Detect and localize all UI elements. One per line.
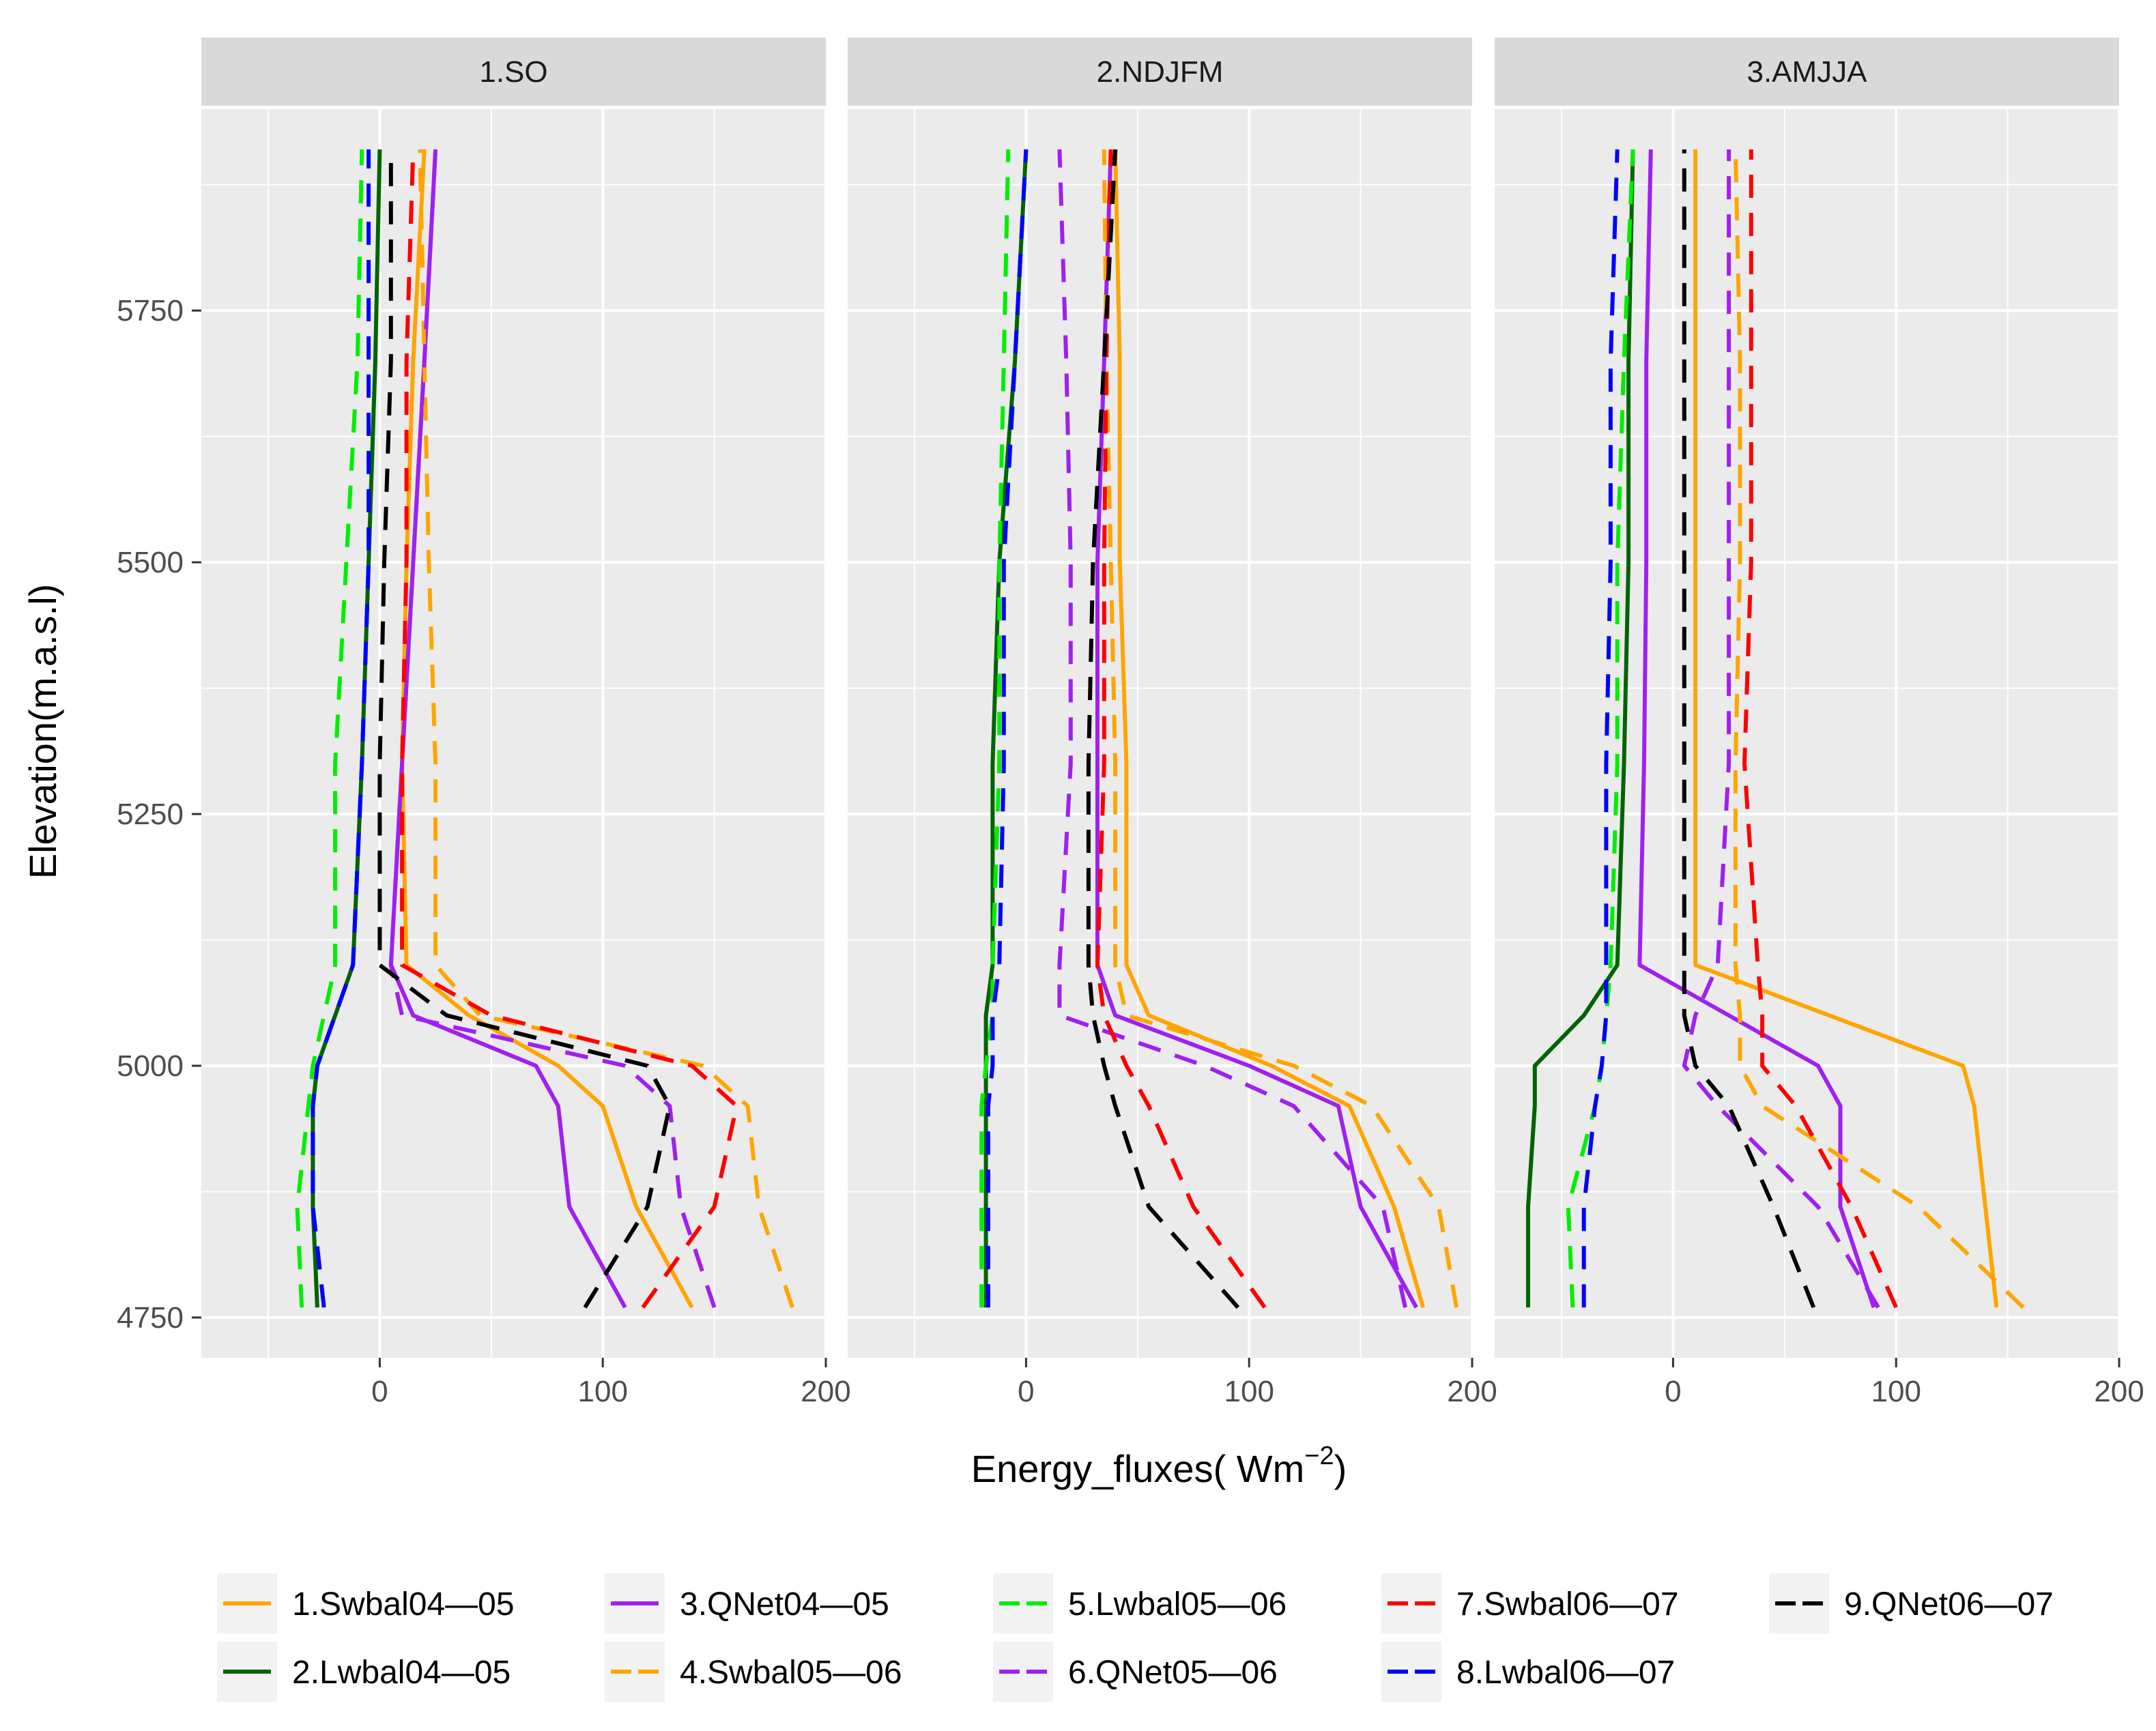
y-tick-label: 4750 — [117, 1301, 184, 1335]
series-line — [377, 149, 672, 1309]
x-tick-label: 200 — [2094, 1375, 2144, 1408]
x-tick-label: 0 — [1018, 1375, 1034, 1408]
legend-label: 8.Lwbal06—07 — [1456, 1655, 1675, 1691]
legend-label: 4.Swbal05—06 — [680, 1655, 902, 1691]
series-line — [1102, 149, 1459, 1308]
panel-1: 1.SO 0 100 200 — [201, 38, 851, 1408]
series-line — [400, 149, 694, 1309]
legend-item: 8.Lwbal06—07 — [1381, 1642, 1675, 1702]
legend-label: 3.QNet04—05 — [680, 1586, 889, 1623]
series-line — [1086, 149, 1240, 1309]
x-axis-title: Energy_fluxes( Wm−2) — [971, 1442, 1347, 1490]
panel-strip-title: 3.AMJJA — [1747, 55, 1867, 89]
series-line — [1526, 149, 1635, 1308]
legend-item: 7.Swbal06—07 — [1381, 1573, 1679, 1633]
series-line — [1057, 149, 1407, 1308]
series-line — [311, 149, 371, 1308]
series-line — [1733, 149, 2025, 1309]
series-line — [1682, 149, 1880, 1309]
panel-strip — [1495, 38, 2119, 106]
x-tick-label: 200 — [801, 1375, 850, 1408]
series-line — [1581, 149, 1620, 1308]
legend: 1.Swbal04—05 2.Lwbal04—05 3.QNet04—05 4.Swb… — [217, 1573, 2054, 1702]
x-tick-label: 0 — [1665, 1375, 1681, 1408]
x-tick-label: 200 — [1447, 1375, 1497, 1408]
legend-item: 1.Swbal04—05 — [217, 1573, 515, 1633]
panel-2: 2.NDJFM 0 100 200 — [848, 38, 1497, 1408]
series-line — [986, 149, 1029, 1308]
series-line — [418, 149, 794, 1309]
panel-strip-title: 1.SO — [479, 55, 547, 89]
series-line — [1693, 149, 1999, 1308]
panels: 1.SO 0 100 200 2.NDJFM 0 100 200 3.AMJJA 0 100 200 — [201, 38, 2144, 1408]
legend-item: 5.Lwbal05—06 — [993, 1573, 1287, 1633]
panel-3: 3.AMJJA 0 100 200 — [1495, 38, 2144, 1408]
x-tick-label: 100 — [578, 1375, 628, 1408]
x-axis-title-main: Energy_fluxes( Wm — [971, 1447, 1305, 1490]
x-axis-title-sup: −2 — [1304, 1442, 1334, 1470]
legend-item: 3.QNet04—05 — [605, 1573, 889, 1633]
y-axis-title: Elevation(m.a.s.l) — [21, 584, 64, 879]
series-line — [979, 149, 1011, 1308]
series-line — [1113, 149, 1425, 1309]
legend-item: 4.Swbal05—06 — [605, 1642, 902, 1702]
legend-item: 9.QNet06—07 — [1769, 1573, 2054, 1633]
series-line — [1566, 149, 1635, 1308]
series-line — [295, 149, 364, 1308]
plot-background — [201, 109, 826, 1358]
series-line — [400, 149, 739, 1309]
series-line — [388, 149, 717, 1309]
x-tick-label: 100 — [1224, 1375, 1274, 1408]
legend-item: 2.Lwbal04—05 — [217, 1642, 511, 1702]
legend-label: 1.Swbal04—05 — [292, 1586, 515, 1623]
panel-strip — [848, 38, 1472, 106]
legend-item: 6.QNet05—06 — [993, 1642, 1278, 1702]
y-tick-label: 5000 — [117, 1049, 184, 1083]
series-line — [1095, 149, 1267, 1309]
legend-label: 2.Lwbal04—05 — [292, 1655, 511, 1691]
x-axis-title-close: ) — [1334, 1447, 1347, 1490]
series-line — [1742, 149, 1898, 1309]
series-line — [983, 149, 1029, 1308]
legend-label: 7.Swbal06—07 — [1456, 1586, 1679, 1623]
legend-label: 6.QNet05—06 — [1068, 1655, 1278, 1691]
legend-label: 5.Lwbal05—06 — [1068, 1586, 1287, 1623]
panel-strip-title: 2.NDJFM — [1097, 55, 1224, 89]
series-line — [1682, 149, 1816, 1309]
y-tick-label: 5250 — [117, 798, 184, 831]
x-tick-label: 100 — [1871, 1375, 1921, 1408]
legend-label: 9.QNet06—07 — [1844, 1586, 2054, 1623]
series-line — [1095, 149, 1418, 1309]
y-tick-label: 5500 — [117, 546, 184, 579]
y-axis: 4750 5000 5250 5500 5750 — [117, 294, 201, 1335]
y-tick-label: 5750 — [117, 294, 184, 328]
panel-strip — [201, 38, 826, 106]
plot-background — [1495, 109, 2119, 1358]
x-tick-label: 0 — [371, 1375, 388, 1408]
